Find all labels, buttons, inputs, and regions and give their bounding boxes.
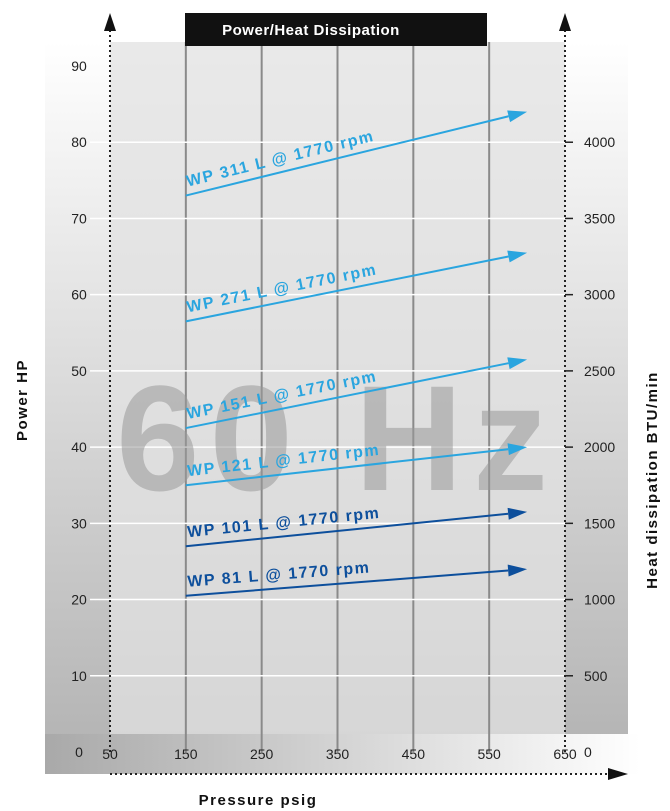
x-axis-arrow (608, 768, 628, 780)
y-right-tick-label: 3500 (584, 210, 615, 226)
watermark-text: 60 Hz (116, 354, 558, 522)
x-tick-label: 350 (326, 746, 350, 762)
x-tick-label: 50 (102, 746, 118, 762)
y-right-tick-label: 4000 (584, 134, 615, 150)
y-tick-label: 30 (71, 515, 87, 531)
series-line (185, 569, 509, 597)
series-line (185, 362, 509, 430)
y-right-tick-label: 1000 (584, 592, 615, 608)
y-right-tick-label: 0 (584, 744, 592, 760)
y-right-tick-label: 1500 (584, 515, 615, 531)
grid (90, 42, 565, 752)
y-axis-right-title: Heat dissipation BTU/min (644, 371, 661, 589)
series-arrowhead (507, 250, 528, 263)
y-tick-label: 80 (71, 134, 87, 150)
y-axis-left-arrow (104, 13, 116, 31)
y-tick-label: 70 (71, 210, 87, 226)
y-tick-label: 40 (71, 439, 87, 455)
y-right-tick-label: 500 (584, 668, 608, 684)
y-tick-label: 60 (71, 287, 87, 303)
tick-labels: 0 10 20 30 40 50 60 70 80 90 0 500 1000 1500 2000 2500 3… (71, 58, 615, 762)
series-arrowhead (507, 564, 528, 577)
y-axis-title: Power HP (14, 359, 31, 441)
y-tick-label: 0 (75, 744, 83, 760)
x-tick-label: 650 (553, 746, 577, 762)
x-tick-label: 450 (402, 746, 426, 762)
y-right-tick-label: 3000 (584, 287, 615, 303)
x-tick-label: 550 (477, 746, 501, 762)
x-axis-band (45, 734, 640, 774)
x-tick-label: 150 (174, 746, 198, 762)
y-axis-right-arrow (559, 13, 571, 31)
y-tick-label: 50 (71, 363, 87, 379)
y-right-tick-label: 2500 (584, 363, 615, 379)
x-axis-title: Pressure psig (199, 792, 318, 809)
y-right-tick-label: 2000 (584, 439, 615, 455)
series-arrowhead (507, 443, 528, 456)
series-arrowhead (507, 357, 528, 370)
series-arrowhead (507, 110, 528, 123)
y-tick-label: 20 (71, 592, 87, 608)
series-line (185, 255, 509, 323)
series-line (185, 512, 509, 548)
chart-title: Power/Heat Dissipation (222, 22, 400, 39)
x-tick-label: 250 (250, 746, 274, 762)
series-arrowhead (507, 507, 528, 520)
series-line (185, 115, 509, 197)
y-tick-label: 10 (71, 668, 87, 684)
series-line (185, 448, 509, 487)
title-box (185, 13, 487, 46)
y-tick-label: 90 (71, 58, 87, 74)
